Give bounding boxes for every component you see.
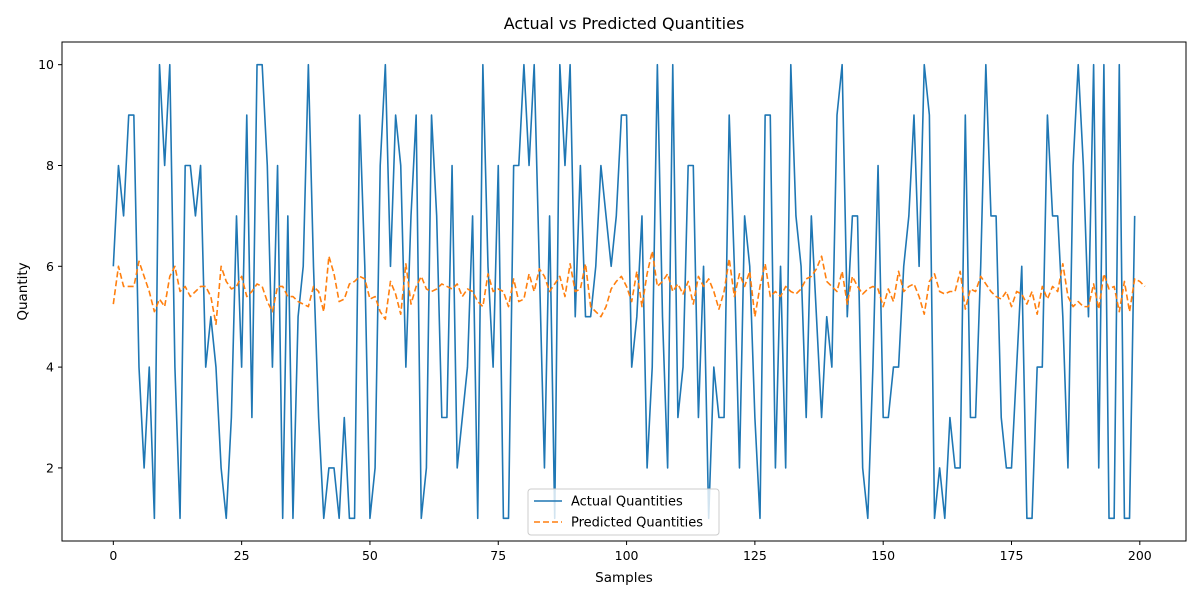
y-tick-label: 10	[38, 57, 54, 72]
y-tick-label: 2	[46, 460, 54, 475]
x-tick-label: 200	[1128, 548, 1152, 563]
x-axis-title: Samples	[595, 570, 653, 586]
x-tick-label: 125	[743, 548, 767, 563]
series-line-actual	[112, 63, 1136, 520]
y-tick-label: 8	[46, 158, 54, 173]
x-tick-label: 75	[490, 548, 506, 563]
plot-area	[112, 63, 1146, 520]
x-tick-label: 50	[362, 548, 378, 563]
x-tick-label: 150	[871, 548, 895, 563]
legend-box	[527, 488, 720, 536]
y-axis: 2 4 6 8 10	[38, 57, 62, 475]
chart-title: Actual vs Predicted Quantities	[504, 14, 745, 33]
x-tick-label: 100	[615, 548, 639, 563]
legend-label-predicted: Predicted Quantities	[571, 516, 703, 531]
plot-frame	[61, 41, 1187, 542]
series-line-predicted	[112, 250, 1146, 326]
x-axis: 0 25 50 75 100 125 150 175 200	[109, 541, 1152, 563]
x-tick-label: 25	[234, 548, 250, 563]
x-tick-label: 175	[1000, 548, 1024, 563]
legend-label-actual: Actual Quantities	[571, 495, 683, 510]
x-tick-label: 0	[109, 548, 117, 563]
y-axis-title: Quantity	[15, 262, 31, 320]
y-tick-label: 6	[46, 259, 54, 274]
legend: Actual Quantities Predicted Quantities	[527, 488, 720, 536]
y-tick-label: 4	[46, 360, 54, 375]
